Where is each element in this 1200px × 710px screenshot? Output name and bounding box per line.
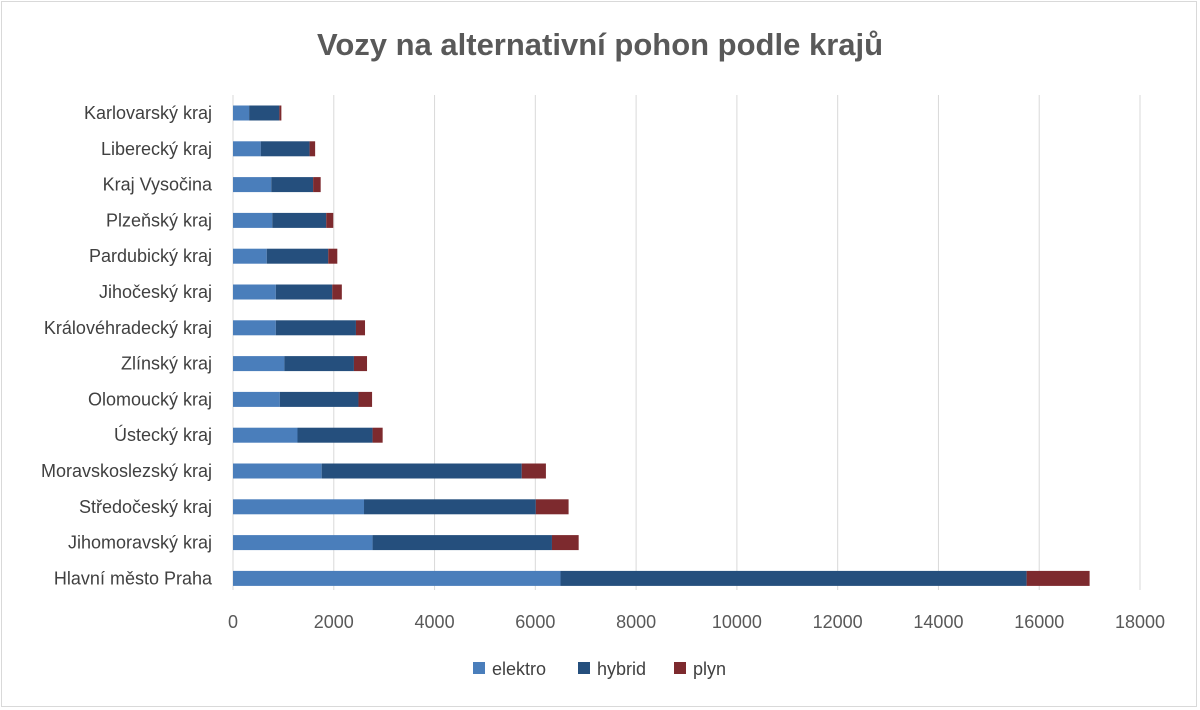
- x-axis-tick-labels: 0 2000 4000 6000 8000 10000 12000 14000 16000 180…: [228, 612, 1165, 632]
- x-tick-label: 6000: [515, 612, 555, 632]
- legend: elektro hybrid plyn: [473, 659, 726, 679]
- bar-hybrid: [321, 463, 522, 479]
- legend-label-hybrid: hybrid: [597, 659, 646, 679]
- x-tick-label: 12000: [813, 612, 863, 632]
- bar-plyn: [326, 212, 334, 228]
- bar-hybrid: [275, 320, 356, 336]
- x-tick-label: 0: [228, 612, 238, 632]
- legend-swatch-plyn: [674, 662, 686, 674]
- bar-hybrid: [249, 105, 280, 121]
- category-label: Hlavní město Praha: [54, 568, 213, 588]
- bar-elektro: [233, 535, 373, 551]
- bar-plyn: [328, 248, 338, 264]
- gridlines: [232, 95, 1141, 590]
- category-label: Ústecký kraj: [114, 424, 212, 445]
- x-tick-label: 14000: [913, 612, 963, 632]
- bar-hybrid: [284, 356, 354, 372]
- bar-elektro: [233, 463, 322, 479]
- category-label: Pardubický kraj: [89, 246, 212, 266]
- category-label: Karlovarský kraj: [84, 103, 212, 123]
- x-tick-label: 2000: [314, 612, 354, 632]
- category-label: Kraj Vysočina: [103, 175, 213, 195]
- bar-elektro: [233, 427, 298, 443]
- bar-hybrid: [260, 141, 310, 157]
- category-label: Liberecký kraj: [101, 139, 212, 159]
- x-tick-label: 18000: [1115, 612, 1165, 632]
- bar-plyn: [353, 356, 368, 372]
- category-labels: Karlovarský kraj Liberecký kraj Kraj Vysoč…: [41, 103, 213, 588]
- x-tick-label: 10000: [712, 612, 762, 632]
- category-label: Plzeňský kraj: [106, 210, 212, 230]
- bar-elektro: [233, 391, 280, 407]
- bar-elektro: [233, 356, 285, 372]
- bar-elektro: [233, 320, 276, 336]
- bar-hybrid: [560, 570, 1027, 586]
- bar-plyn: [535, 499, 569, 515]
- bar-plyn: [313, 177, 321, 193]
- bar-hybrid: [364, 499, 536, 515]
- bar-plyn: [551, 535, 579, 551]
- bar-elektro: [233, 105, 250, 121]
- bar-elektro: [233, 141, 261, 157]
- bar-plyn: [1026, 570, 1090, 586]
- bar-hybrid: [272, 212, 327, 228]
- x-tick-label: 4000: [415, 612, 455, 632]
- bar-plyn: [309, 141, 316, 157]
- bar-hybrid: [266, 248, 329, 264]
- x-tick-label: 16000: [1014, 612, 1064, 632]
- bar-plyn: [358, 391, 373, 407]
- bar-elektro: [233, 499, 365, 515]
- bar-plyn: [521, 463, 546, 479]
- category-label: Středočeský kraj: [79, 497, 212, 517]
- bar-hybrid: [372, 535, 552, 551]
- bar-hybrid: [297, 427, 373, 443]
- category-label: Jihomoravský kraj: [68, 533, 212, 553]
- legend-swatch-elektro: [473, 662, 485, 674]
- legend-label-plyn: plyn: [693, 659, 726, 679]
- bar-elektro: [233, 212, 273, 228]
- bar-plyn: [332, 284, 342, 300]
- bar-hybrid: [275, 284, 333, 300]
- bar-hybrid: [271, 177, 314, 193]
- category-label: Olomoucký kraj: [88, 389, 212, 409]
- legend-label-elektro: elektro: [492, 659, 546, 679]
- x-tick-label: 8000: [616, 612, 656, 632]
- category-label: Zlínský kraj: [121, 354, 212, 374]
- bar-elektro: [233, 284, 276, 300]
- bar-plyn: [355, 320, 366, 336]
- bar-elektro: [233, 248, 267, 264]
- bar-hybrid: [279, 391, 359, 407]
- category-label: Jihočeský kraj: [99, 282, 212, 302]
- chart-title: Vozy na alternativní pohon podle krajů: [317, 27, 883, 62]
- bars: [233, 105, 1090, 586]
- bar-plyn: [372, 427, 383, 443]
- legend-swatch-hybrid: [578, 662, 590, 674]
- category-label: Moravskoslezský kraj: [41, 461, 212, 481]
- category-label: Královéhradecký kraj: [44, 318, 212, 338]
- bar-elektro: [233, 177, 272, 193]
- bar-elektro: [233, 570, 561, 586]
- bar-plyn: [279, 105, 282, 121]
